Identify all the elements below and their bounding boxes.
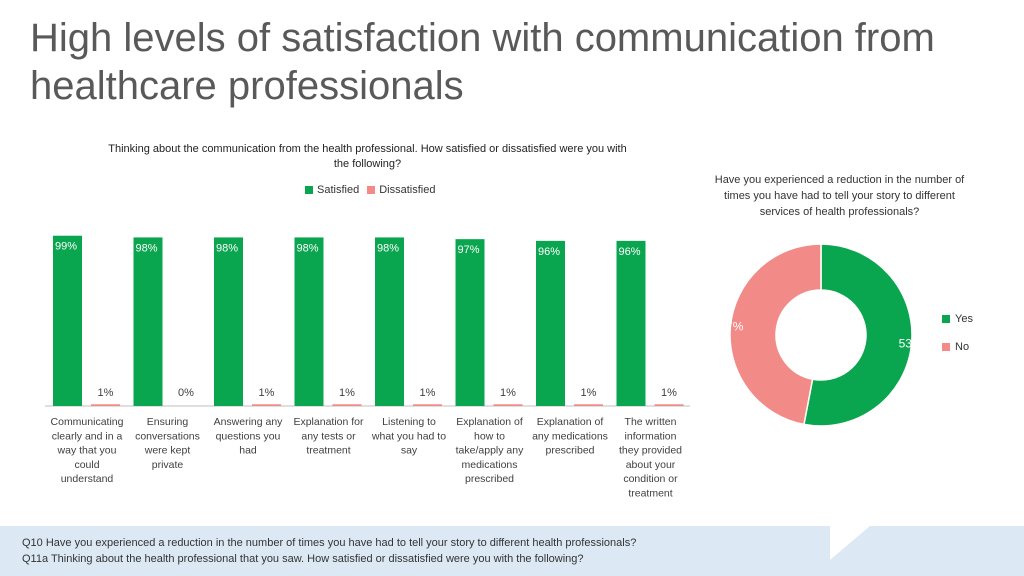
- footer-notch: [830, 526, 870, 560]
- category-label-7-line-5: treatment: [628, 488, 672, 500]
- data-label-dissatisfied-1: 0%: [178, 387, 194, 399]
- category-label-0-line-0: Communicating: [51, 416, 124, 428]
- category-label-3-line-1: any tests or: [301, 430, 356, 442]
- category-label-5-line-1: how to: [474, 430, 505, 442]
- footer-question-q11a: Q11a Thinking about the health professio…: [22, 553, 584, 565]
- category-label-1-line-3: private: [152, 459, 184, 471]
- data-label-dissatisfied-3: 1%: [339, 387, 355, 399]
- legend-label-dissatisfied: Dissatisfied: [379, 184, 436, 196]
- data-label-satisfied-0: 99%: [55, 241, 77, 253]
- bar-chart-title: Thinking about the communication from th…: [108, 143, 627, 170]
- bar-dissatisfied-6: [574, 404, 603, 406]
- bar-dissatisfied-5: [493, 404, 523, 406]
- category-label-5-line-2: take/apply any: [456, 445, 524, 457]
- legend-swatch-satisfied: [305, 186, 313, 194]
- footer-panel: Q10 Have you experienced a reduction in …: [0, 526, 1024, 576]
- data-label-satisfied-2: 98%: [216, 242, 238, 254]
- category-label-5-line-4: prescribed: [465, 473, 514, 485]
- category-label-1-line-2: were kept: [144, 445, 191, 457]
- data-label-dissatisfied-0: 1%: [98, 387, 114, 399]
- category-label-6-line-2: prescribed: [545, 445, 594, 457]
- category-label-6-line-1: any medications: [532, 430, 608, 442]
- donut-slice-no: [729, 243, 822, 426]
- category-label-0-line-2: way that you: [57, 445, 117, 457]
- data-label-dissatisfied-7: 1%: [661, 387, 677, 399]
- legend-swatch-dissatisfied: [367, 186, 376, 194]
- donut-chart-title: Have you experienced a reduction in the …: [714, 174, 965, 218]
- category-label-5-line-3: medications: [461, 459, 517, 471]
- category-label-4-line-2: say: [401, 445, 418, 457]
- bar-dissatisfied-0: [91, 404, 120, 406]
- charts-canvas: 99% 1% Communicating clearly and in a way th…: [45, 235, 923, 500]
- bar-satisfied-3: [294, 237, 324, 406]
- legend-label-no: No: [955, 341, 970, 353]
- donut-chart-legend: Yes No: [942, 312, 973, 368]
- category-label-1-line-0: Ensuring: [147, 416, 189, 428]
- category-label-7-line-4: condition or: [623, 473, 678, 485]
- donut-slice-yes: [803, 243, 913, 427]
- legend-item-dissatisfied: Dissatisfied: [367, 184, 435, 196]
- data-label-satisfied-4: 98%: [377, 242, 399, 254]
- data-label-dissatisfied-4: 1%: [420, 387, 436, 399]
- legend-item-yes: Yes: [942, 312, 973, 326]
- bar-satisfied-5: [455, 239, 485, 406]
- category-label-0-line-1: clearly and in a: [52, 430, 123, 442]
- category-label-2-line-0: Answering any: [214, 416, 284, 428]
- bar-dissatisfied-7: [654, 404, 684, 406]
- data-label-satisfied-5: 97%: [458, 244, 480, 256]
- data-label-satisfied-7: 96%: [619, 246, 641, 258]
- legend-swatch-yes: [942, 315, 950, 323]
- category-label-4-line-1: what you had to: [371, 430, 446, 442]
- data-label-dissatisfied-6: 1%: [581, 387, 597, 399]
- data-label-dissatisfied-5: 1%: [500, 387, 516, 399]
- page-title: High levels of satisfaction with communi…: [30, 16, 935, 108]
- bar-satisfied-0: [53, 235, 82, 406]
- bar-satisfied-4: [375, 237, 404, 406]
- bar-satisfied-2: [214, 237, 243, 406]
- category-label-3-line-0: Explanation for: [293, 416, 364, 428]
- category-label-3-line-2: treatment: [306, 445, 350, 457]
- category-label-6-line-0: Explanation of: [537, 416, 604, 428]
- category-label-4-line-0: Listening to: [382, 416, 436, 428]
- category-label-7-line-1: information: [625, 430, 677, 442]
- footer-question-q10: Q10 Have you experienced a reduction in …: [22, 537, 637, 549]
- donut-label-yes: 53%: [899, 336, 923, 350]
- bar-satisfied-7: [616, 240, 646, 406]
- data-label-dissatisfied-2: 1%: [259, 387, 275, 399]
- category-label-5-line-0: Explanation of: [456, 416, 523, 428]
- legend-label-yes: Yes: [955, 313, 973, 325]
- category-label-7-line-0: The written: [625, 416, 677, 428]
- category-label-7-line-2: they provided: [619, 445, 682, 457]
- legend-item-no: No: [942, 340, 973, 354]
- bar-chart-legend: Satisfied Dissatisfied: [305, 184, 443, 196]
- category-label-1-line-1: conversations: [135, 430, 200, 442]
- category-label-0-line-3: could: [74, 459, 99, 471]
- bar-dissatisfied-4: [413, 404, 442, 406]
- legend-label-satisfied: Satisfied: [317, 184, 360, 196]
- bar-satisfied-6: [536, 240, 565, 406]
- legend-swatch-no: [942, 343, 950, 351]
- category-label-7-line-3: about your: [626, 459, 676, 471]
- category-label-2-line-1: questions you: [216, 430, 281, 442]
- data-label-satisfied-1: 98%: [136, 242, 158, 254]
- donut-label-no: 47%: [719, 320, 743, 334]
- data-label-satisfied-3: 98%: [297, 242, 319, 254]
- data-label-satisfied-6: 96%: [538, 246, 560, 258]
- category-label-0-line-4: understand: [61, 473, 114, 485]
- bar-dissatisfied-3: [332, 404, 362, 406]
- category-label-2-line-2: had: [239, 445, 257, 457]
- legend-item-satisfied: Satisfied: [305, 184, 359, 196]
- bar-dissatisfied-2: [252, 404, 281, 406]
- bar-satisfied-1: [133, 237, 163, 406]
